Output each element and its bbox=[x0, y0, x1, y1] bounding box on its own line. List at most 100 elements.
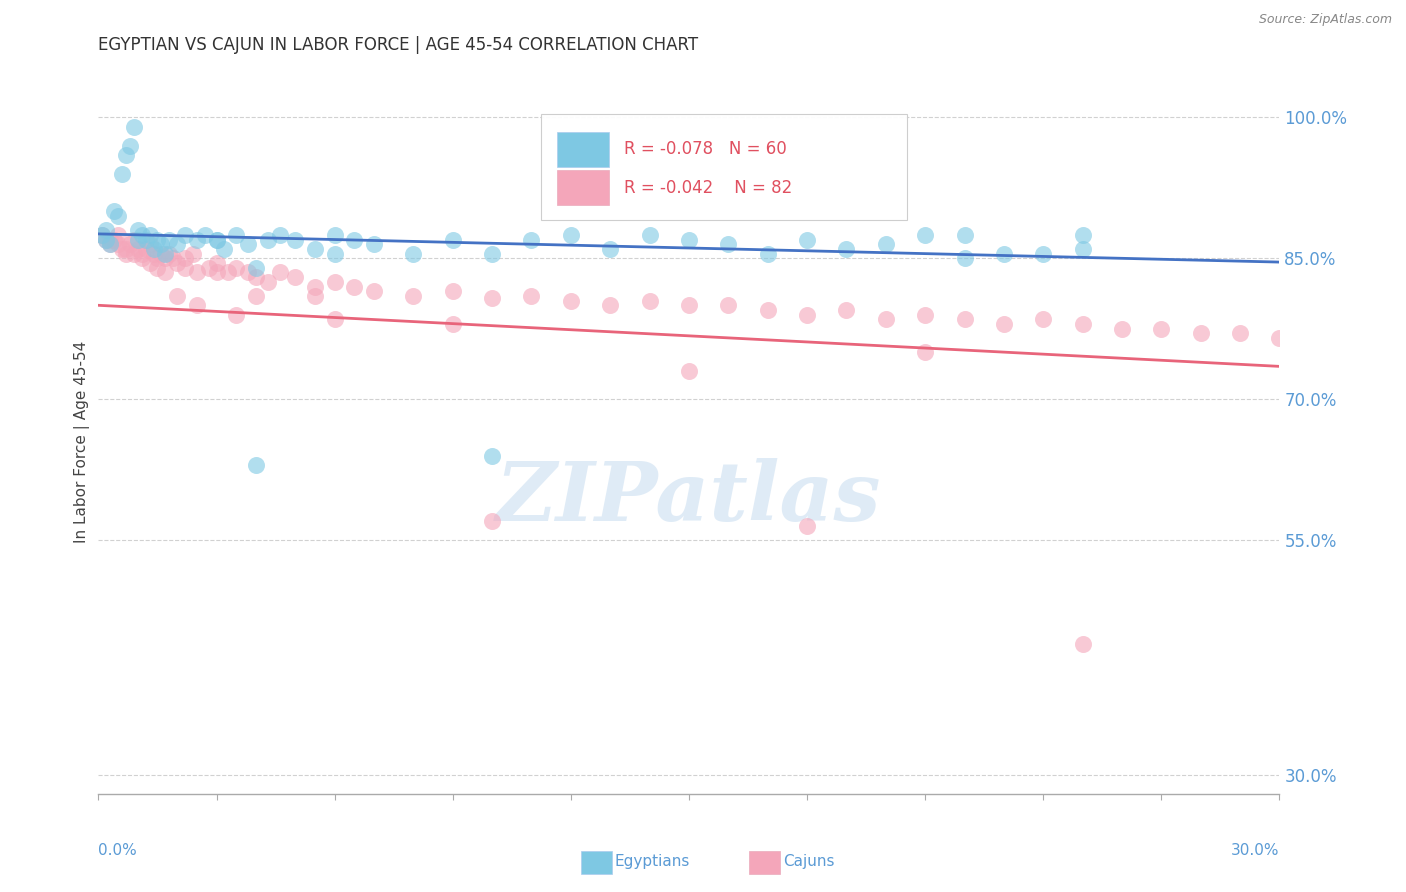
Point bbox=[304, 242, 326, 256]
Point bbox=[138, 237, 160, 252]
Point bbox=[835, 303, 858, 318]
Point bbox=[284, 270, 307, 285]
Y-axis label: In Labor Force | Age 45-54: In Labor Force | Age 45-54 bbox=[75, 341, 90, 542]
Point bbox=[135, 233, 157, 247]
Point bbox=[131, 252, 153, 266]
Point bbox=[174, 227, 197, 242]
Point bbox=[103, 204, 125, 219]
Point bbox=[174, 252, 197, 266]
Point bbox=[122, 120, 145, 134]
Point bbox=[150, 237, 173, 252]
Point bbox=[135, 242, 157, 256]
Point bbox=[111, 242, 134, 256]
Point bbox=[717, 298, 740, 312]
Point bbox=[138, 256, 160, 270]
Point bbox=[205, 233, 228, 247]
Point bbox=[96, 223, 118, 237]
Point bbox=[363, 237, 385, 252]
Point bbox=[1268, 331, 1291, 345]
Point bbox=[993, 246, 1015, 260]
Point bbox=[115, 242, 138, 256]
Point bbox=[953, 252, 976, 266]
Point bbox=[638, 227, 661, 242]
Point bbox=[1032, 246, 1054, 260]
Point bbox=[217, 265, 239, 279]
Point bbox=[520, 289, 543, 303]
Point bbox=[236, 237, 259, 252]
Point bbox=[115, 148, 138, 162]
Point bbox=[256, 275, 278, 289]
Point bbox=[1071, 242, 1094, 256]
Text: 30.0%: 30.0% bbox=[1232, 843, 1279, 858]
Text: Cajuns: Cajuns bbox=[783, 855, 835, 869]
Point bbox=[155, 252, 177, 266]
Point bbox=[343, 279, 366, 293]
Point bbox=[993, 317, 1015, 331]
Point bbox=[103, 233, 125, 247]
FancyBboxPatch shape bbox=[541, 114, 907, 219]
Text: ZIPatlas: ZIPatlas bbox=[496, 458, 882, 538]
Point bbox=[98, 237, 121, 252]
Point bbox=[678, 233, 700, 247]
Point bbox=[122, 246, 145, 260]
Point bbox=[441, 233, 464, 247]
Point bbox=[245, 289, 267, 303]
Point bbox=[520, 233, 543, 247]
Text: EGYPTIAN VS CAJUN IN LABOR FORCE | AGE 45-54 CORRELATION CHART: EGYPTIAN VS CAJUN IN LABOR FORCE | AGE 4… bbox=[98, 36, 699, 54]
Point bbox=[186, 265, 208, 279]
Text: R = -0.042    N = 82: R = -0.042 N = 82 bbox=[624, 179, 792, 197]
Point bbox=[91, 227, 114, 242]
Point bbox=[269, 265, 291, 279]
Point bbox=[138, 227, 160, 242]
Point bbox=[174, 260, 197, 275]
Point bbox=[363, 284, 385, 298]
Point bbox=[181, 246, 204, 260]
Point bbox=[914, 308, 936, 322]
Point bbox=[481, 515, 503, 529]
Point bbox=[115, 246, 138, 260]
Point bbox=[186, 298, 208, 312]
Point bbox=[162, 252, 184, 266]
Point bbox=[122, 233, 145, 247]
Point bbox=[796, 519, 818, 533]
Point bbox=[96, 233, 118, 247]
Point bbox=[256, 233, 278, 247]
Point bbox=[1071, 227, 1094, 242]
Point bbox=[323, 227, 346, 242]
Point bbox=[402, 246, 425, 260]
Point bbox=[146, 260, 169, 275]
Point bbox=[756, 246, 779, 260]
Point bbox=[599, 242, 621, 256]
Point bbox=[107, 209, 129, 223]
Point bbox=[127, 242, 149, 256]
Point bbox=[155, 246, 177, 260]
Point bbox=[197, 260, 219, 275]
Point bbox=[111, 167, 134, 181]
Point bbox=[875, 237, 897, 252]
Point bbox=[186, 233, 208, 247]
Point bbox=[835, 242, 858, 256]
Point bbox=[599, 298, 621, 312]
Point bbox=[236, 265, 259, 279]
Point bbox=[157, 233, 180, 247]
FancyBboxPatch shape bbox=[557, 132, 609, 167]
Point bbox=[914, 345, 936, 359]
Point bbox=[155, 265, 177, 279]
Point bbox=[118, 138, 141, 153]
Point bbox=[717, 237, 740, 252]
Point bbox=[304, 279, 326, 293]
Point bbox=[1071, 317, 1094, 331]
Point bbox=[323, 246, 346, 260]
Point bbox=[481, 291, 503, 305]
Point bbox=[441, 317, 464, 331]
Point bbox=[205, 233, 228, 247]
Point bbox=[205, 256, 228, 270]
Text: R = -0.078   N = 60: R = -0.078 N = 60 bbox=[624, 140, 787, 158]
Point bbox=[914, 227, 936, 242]
Point bbox=[205, 265, 228, 279]
Point bbox=[481, 449, 503, 463]
Point bbox=[142, 242, 165, 256]
Point bbox=[225, 260, 247, 275]
Point bbox=[107, 227, 129, 242]
Point bbox=[1229, 326, 1251, 341]
